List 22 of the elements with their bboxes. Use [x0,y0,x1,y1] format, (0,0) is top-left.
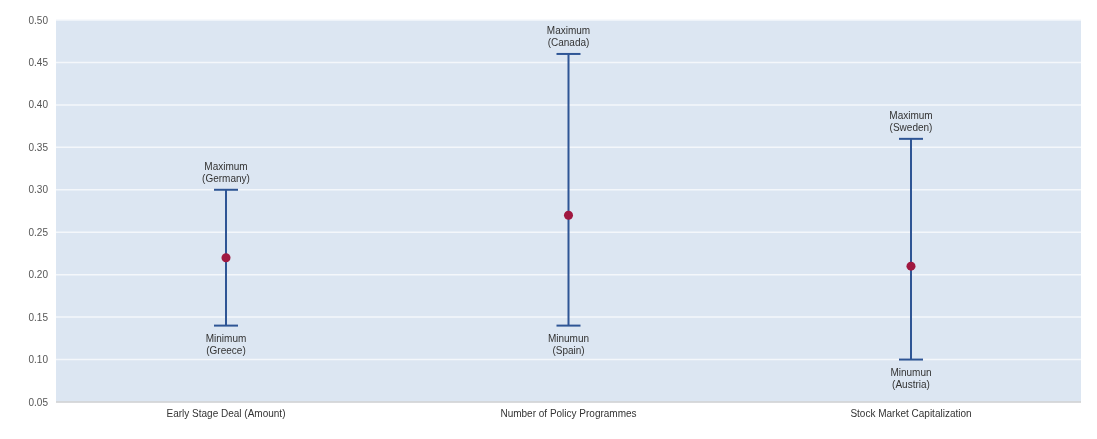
x-tick-label: Early Stage Deal (Amount) [166,408,286,420]
annotation: Maximum (Sweden) [889,109,933,133]
annotation: Maximum (Germany) [202,160,250,184]
y-tick-label: 0.20 [28,269,49,281]
y-tick-label: 0.10 [28,354,49,366]
y-tick-label: 0.05 [28,396,49,408]
y-tick-label: 0.45 [28,56,49,68]
annotation: Minimum (Greece) [205,332,247,356]
y-tick-label: 0.25 [28,226,49,238]
point [563,210,574,220]
annotation: Maximum (Canada) [546,24,591,48]
x-tick-label: Stock Market Capitalization [850,408,972,420]
point [906,261,916,271]
x-tick-label: Number of Policy Programmes [500,408,637,420]
y-tick-label: 0.50 [28,14,49,26]
annotation: Minumun (Spain) [547,332,590,356]
y-tick-label: 0.35 [28,141,49,153]
y-tick-label: 0.15 [28,311,49,323]
point [221,253,231,263]
y-tick-label: 0.40 [28,99,49,111]
y-tick-label: 0.30 [28,184,49,196]
annotation: Minumun (Austria) [890,366,932,390]
